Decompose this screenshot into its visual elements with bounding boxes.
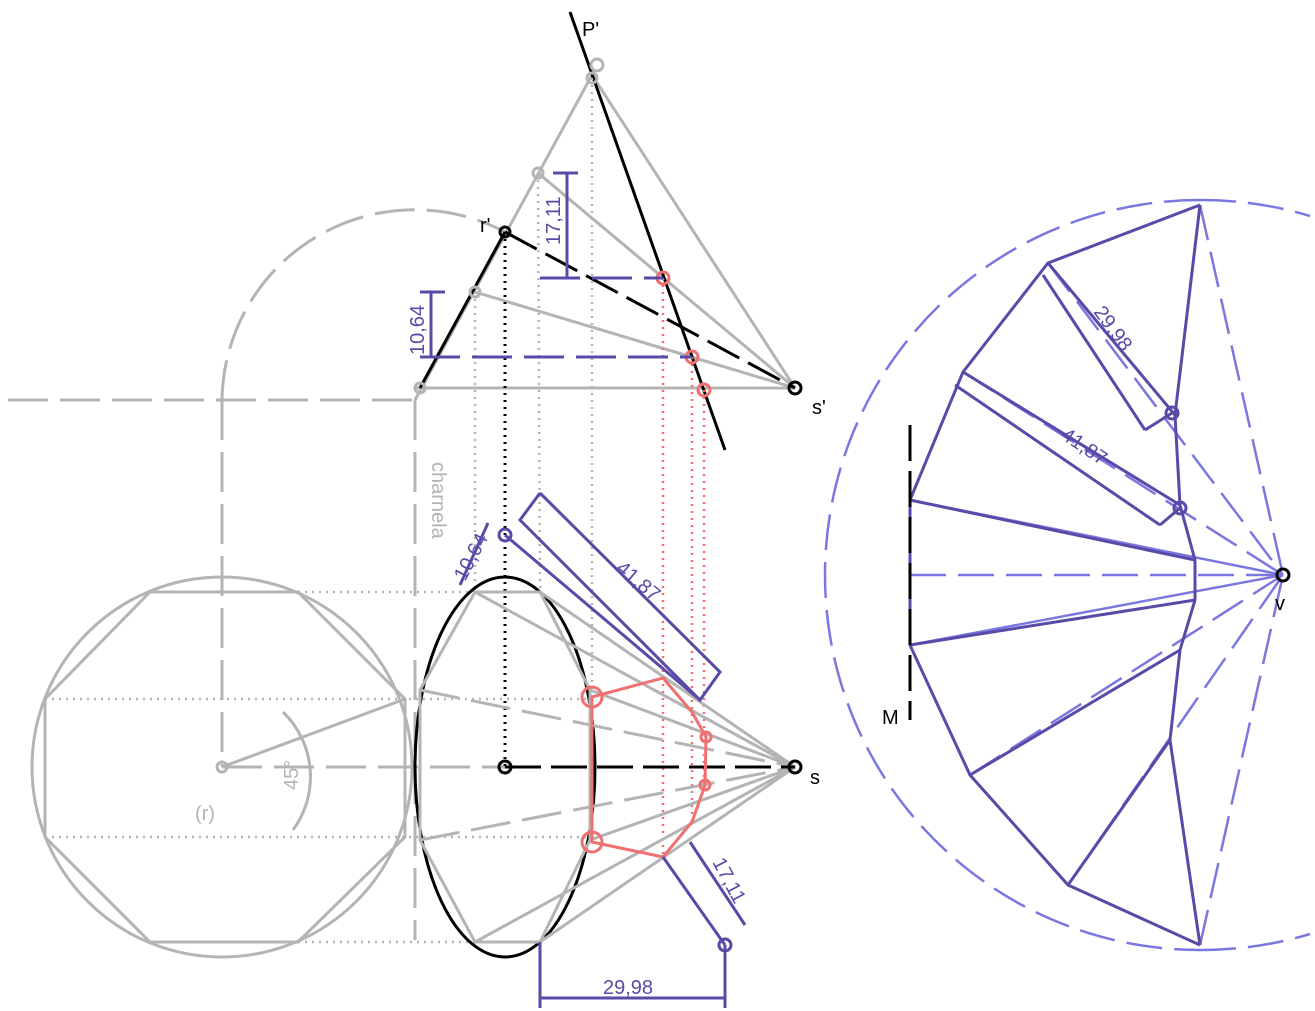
labels: P' r' s' s v M (r) charnela 45° 17,11 10…	[195, 19, 1285, 999]
dimension: 41,87	[1057, 424, 1111, 470]
point-label: (r)	[195, 803, 215, 825]
development	[823, 198, 1311, 952]
dimension: 41,87	[612, 557, 664, 606]
dimension: 17,11	[543, 196, 565, 245]
point-label: s'	[812, 397, 826, 419]
point-label: v	[1275, 593, 1285, 615]
hinge-label: charnela	[427, 462, 449, 540]
elevation-view	[413, 11, 803, 857]
point-label: M	[882, 707, 899, 729]
point-label: P'	[582, 19, 599, 41]
dimension: 10,64	[450, 530, 493, 585]
dimension: 29,98	[603, 977, 653, 999]
dimension: 10,64	[407, 305, 429, 355]
point-label: r'	[480, 215, 490, 237]
plan-view	[413, 491, 803, 1008]
angle-label: 45°	[281, 760, 303, 790]
left-view	[8, 208, 590, 959]
point-label: s	[810, 767, 820, 789]
